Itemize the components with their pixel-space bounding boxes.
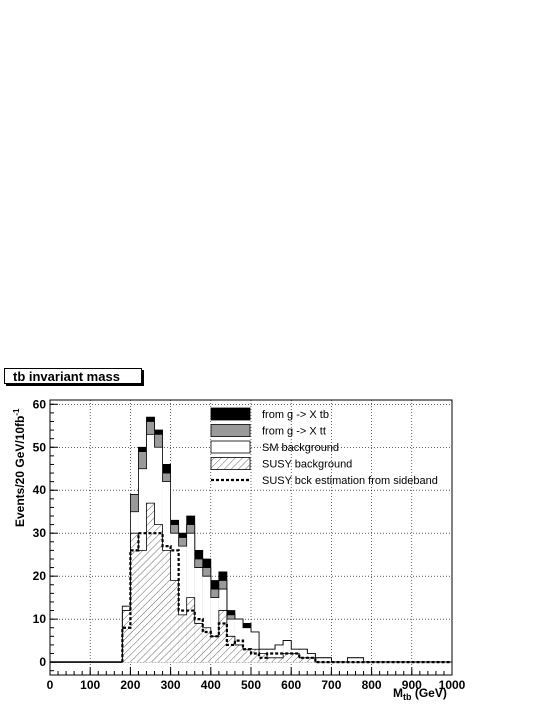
legend-swatch-sm-background — [210, 440, 251, 454]
y-tick-label: 20 — [33, 569, 47, 583]
bar-sm-background — [194, 567, 203, 663]
y-tick-label: 0 — [39, 655, 46, 669]
bar-sm-background — [283, 640, 292, 663]
bar-susy-background — [130, 533, 139, 663]
bar-sm-background — [251, 632, 260, 663]
bar-susy-background — [194, 623, 203, 663]
bar-susy-background — [259, 653, 268, 663]
histogram-bars — [121, 416, 452, 663]
x-tick-label: 400 — [201, 678, 221, 692]
legend-swatch-from-g-x-tt — [210, 424, 251, 437]
x-axis-title: Mtb (GeV) — [393, 686, 447, 702]
legend-swatch-susy-background — [210, 457, 251, 470]
bar-sm-background — [178, 546, 187, 663]
bar-sm-background — [210, 597, 219, 663]
sideband-estimate-line — [121, 532, 452, 664]
dashed-line-sideband — [121, 532, 452, 664]
bar-sm-background — [202, 576, 211, 663]
legend-label-susy-bck-estimation-from-sideband: SUSY bck estimation from sideband — [262, 475, 438, 487]
bar-sm-background — [275, 644, 284, 663]
bar-sm-background — [299, 649, 308, 663]
bar-susy-background — [283, 653, 292, 663]
bar-susy-background — [210, 636, 219, 663]
legend-label-sm-background: SM background — [262, 442, 339, 454]
legend: from g -> X tb from g -> X tt SM backgroun… — [210, 407, 438, 487]
bar-sm-background — [242, 627, 251, 663]
bar-susy-background — [251, 649, 260, 663]
x-tick-label: 700 — [321, 678, 341, 692]
bar-susy-background — [162, 550, 171, 663]
y-axis-superscript: -1 — [12, 408, 21, 416]
y-axis-title: Events/20 GeV/10fb-1 — [12, 408, 27, 527]
bar-susy-background — [234, 644, 243, 663]
y-tick-label: 50 — [33, 440, 47, 454]
bar-sm-background — [267, 649, 276, 663]
bar-sm-background — [323, 657, 332, 663]
legend-label-from-g-x-tt: from g -> X tt — [262, 426, 326, 438]
y-tick-label: 30 — [33, 526, 47, 540]
bar-susy-background — [146, 503, 155, 663]
x-axis-unit: (GeV) — [412, 686, 447, 700]
x-tick-label: 500 — [241, 678, 261, 692]
bar-sm-background — [315, 657, 324, 663]
x-tick-label: 600 — [281, 678, 301, 692]
bar-susy-background — [226, 636, 235, 663]
bar-susy-background — [202, 627, 211, 663]
x-axis-subscript: tb — [403, 692, 412, 702]
legend-label-from-g-x-tb: from g -> X tb — [262, 409, 329, 421]
bar-susy-background — [218, 610, 227, 663]
bar-susy-background — [186, 597, 195, 663]
bar-susy-background — [291, 653, 300, 663]
bar-susy-background — [178, 614, 187, 663]
bar-susy-background — [299, 657, 308, 663]
y-tick-label: 60 — [33, 397, 47, 411]
axes: 0 100 200 300 400 500 600 700 800 900 1000 0 10 20 30 4… — [33, 397, 466, 692]
legend-label-susy-background: SUSY background — [262, 459, 352, 471]
x-tick-label: 900 — [402, 678, 422, 692]
x-tick-label: 300 — [161, 678, 181, 692]
y-tick-label: 40 — [33, 483, 47, 497]
bar-susy-background — [275, 657, 284, 663]
bar-susy-background — [242, 649, 251, 663]
x-tick-label: 200 — [120, 678, 140, 692]
x-tick-label: 100 — [80, 678, 100, 692]
x-tick-label: 0 — [47, 678, 54, 692]
y-tick-label: 10 — [33, 612, 47, 626]
x-tick-label: 800 — [362, 678, 382, 692]
bar-susy-background — [154, 524, 163, 663]
bar-sm-background — [347, 657, 356, 663]
bar-susy-background — [170, 580, 179, 663]
bar-sm-background — [355, 657, 364, 663]
chart-title: tb invariant mass — [4, 368, 142, 384]
legend-swatch-from-g-x-tb — [210, 407, 251, 421]
bar-susy-background — [267, 657, 276, 663]
bar-susy-background — [138, 550, 147, 663]
bar-susy-background — [122, 610, 131, 663]
x-tick-label: 1000 — [439, 678, 466, 692]
bar-susy-background — [307, 657, 316, 663]
